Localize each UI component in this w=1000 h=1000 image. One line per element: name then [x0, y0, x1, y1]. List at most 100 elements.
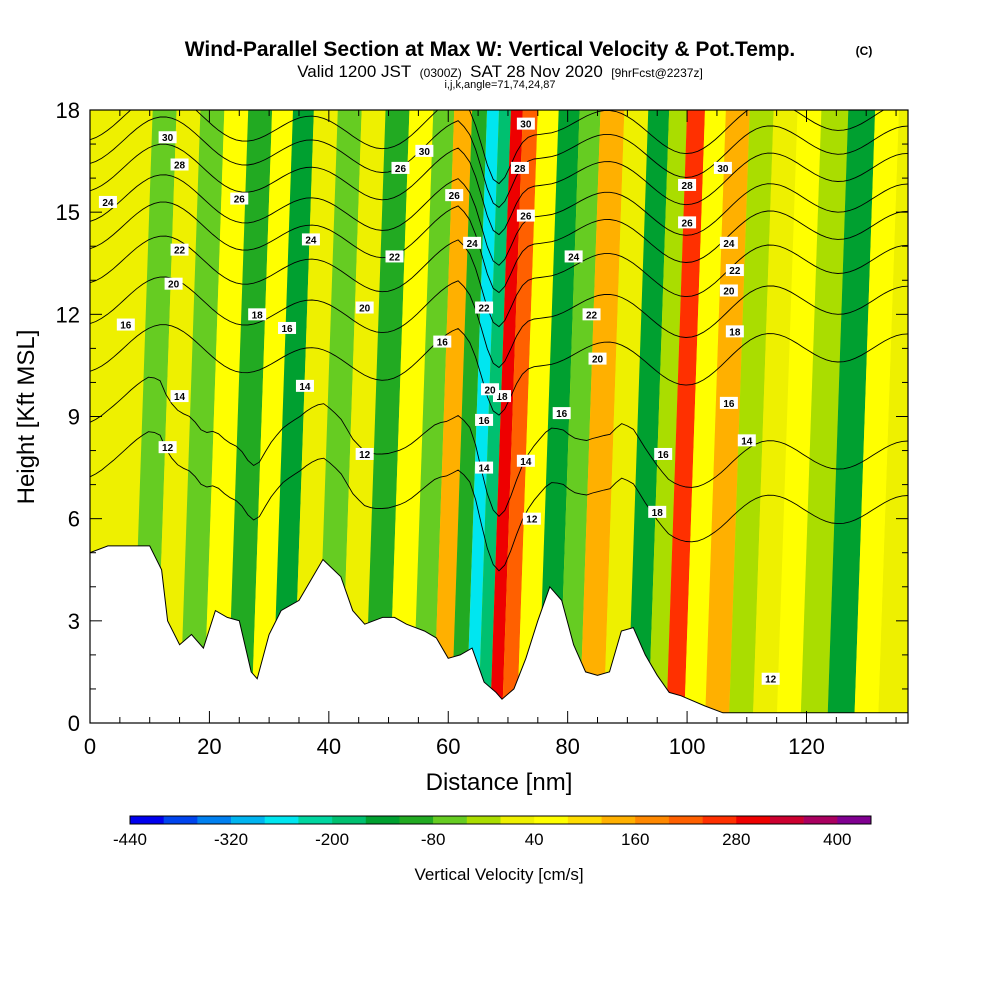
w-band: [704, 110, 750, 723]
w-band: [627, 110, 670, 723]
colorbar-swatch: [635, 816, 670, 824]
colorbar-swatch: [534, 816, 569, 824]
colorbar-swatch: [399, 816, 434, 824]
x-tick-label: 80: [555, 734, 579, 759]
contour-label: 24: [568, 252, 580, 263]
y-tick-label: 6: [68, 507, 80, 532]
contour-label: 20: [168, 280, 180, 291]
contour-label: 14: [741, 436, 753, 447]
contour-label-bg: [481, 383, 500, 396]
theta-contour-line: [90, 143, 908, 236]
colorbar-tick-label: 160: [621, 830, 649, 849]
colorbar-tick-label: -440: [113, 830, 147, 849]
w-band: [684, 110, 726, 723]
colorbar-label: Vertical Velocity [cm/s]: [414, 865, 583, 884]
colorbar-swatch: [601, 816, 636, 824]
contour-label: 18: [496, 392, 508, 403]
y-tick-label: 18: [56, 98, 80, 123]
contour-label-bg: [463, 236, 482, 249]
w-band: [648, 110, 688, 723]
w-band: [800, 110, 849, 723]
contour-label-bg: [164, 277, 183, 290]
contour-label-bg: [713, 161, 732, 174]
contour-label-bg: [678, 178, 697, 191]
contour-label-bg: [678, 216, 697, 229]
contour-label: 16: [479, 416, 491, 427]
colorbar-swatch: [298, 816, 333, 824]
contour-label-bg: [355, 447, 374, 460]
contour-label-bg: [522, 512, 541, 525]
colorbar-tick-label: -200: [315, 830, 349, 849]
contour-label-bg: [415, 144, 434, 157]
contour-label-bg: [737, 434, 756, 447]
colorbar-swatch: [130, 816, 164, 824]
colorbar-tick-label: -320: [214, 830, 248, 849]
theta-contour-line: [90, 431, 908, 572]
w-band: [227, 110, 273, 723]
theta-contour-line: [90, 276, 908, 369]
contour-label: 22: [174, 246, 186, 257]
contour-label-bg: [391, 161, 410, 174]
colorbar-swatch: [500, 816, 535, 824]
contour-label-bg: [725, 264, 744, 277]
x-tick-label: 60: [436, 734, 460, 759]
contour-label: 28: [682, 181, 694, 192]
contour-label: 14: [174, 392, 186, 403]
colorbar-swatch: [668, 816, 703, 824]
contour-label-bg: [230, 192, 249, 205]
y-tick-label: 12: [56, 302, 80, 327]
colorbar-tick-label: 40: [525, 830, 544, 849]
contour-label-bg: [588, 352, 607, 365]
contour-label: 16: [437, 338, 449, 349]
subtitle-prefix: Valid 1200 JST: [297, 62, 411, 81]
colorbar-tick-label: -80: [421, 830, 446, 849]
contour-label: 24: [723, 239, 735, 250]
theta-contours: [90, 110, 908, 572]
contour-label-bg: [516, 454, 535, 467]
contour-label: 16: [723, 399, 735, 410]
contour-label: 26: [395, 164, 407, 175]
colorbar-tick-label: 400: [823, 830, 851, 849]
w-band: [451, 110, 488, 723]
w-band: [516, 110, 559, 723]
w-band: [579, 110, 625, 723]
contour-label: 20: [592, 355, 604, 366]
contour-label-bg: [158, 441, 177, 454]
contour-label-bg: [116, 318, 135, 331]
w-band: [433, 110, 473, 723]
x-tick-label: 20: [197, 734, 221, 759]
theta-contour-line: [90, 174, 908, 266]
contour-label: 16: [281, 324, 293, 335]
y-tick-labels: 0 3 6 9 12 15 18: [56, 98, 80, 736]
contour-label: 16: [658, 450, 670, 461]
colorbar-swatch: [702, 816, 737, 824]
contour-label: 30: [717, 164, 729, 175]
contour-label: 20: [484, 385, 496, 396]
subtitle-fcst: [9hrFcst@2237z]: [611, 66, 703, 80]
colorbar-swatch: [736, 816, 771, 824]
chart-subtitle: Valid 1200 JST (0300Z) SAT 28 Nov 2020 […: [297, 62, 703, 81]
contour-label-bg: [516, 209, 535, 222]
contour-label: 22: [729, 266, 741, 277]
colorbar-frame: [129, 815, 872, 825]
colorbar-swatch: [264, 816, 299, 824]
colorbar-swatch: [803, 816, 838, 824]
contour-label-bg: [475, 413, 494, 426]
contour-label: 24: [305, 235, 317, 246]
contour-label-bg: [654, 447, 673, 460]
w-band: [203, 110, 249, 723]
colorbar-swatch: [332, 816, 367, 824]
contour-label: 12: [359, 450, 371, 461]
subtitle-date: SAT 28 Nov 2020: [470, 62, 603, 81]
theta-contour-line: [90, 201, 908, 294]
contour-label: 18: [729, 327, 741, 338]
contour-label: 16: [556, 409, 568, 420]
contour-label: 16: [120, 321, 132, 332]
contour-label-bg: [445, 189, 464, 202]
theta-contour-line: [90, 235, 908, 328]
w-band: [878, 110, 908, 723]
contour-label-bg: [355, 301, 374, 314]
x-tick-label: 100: [669, 734, 706, 759]
contour-label: 30: [162, 133, 174, 144]
w-band: [179, 110, 225, 723]
